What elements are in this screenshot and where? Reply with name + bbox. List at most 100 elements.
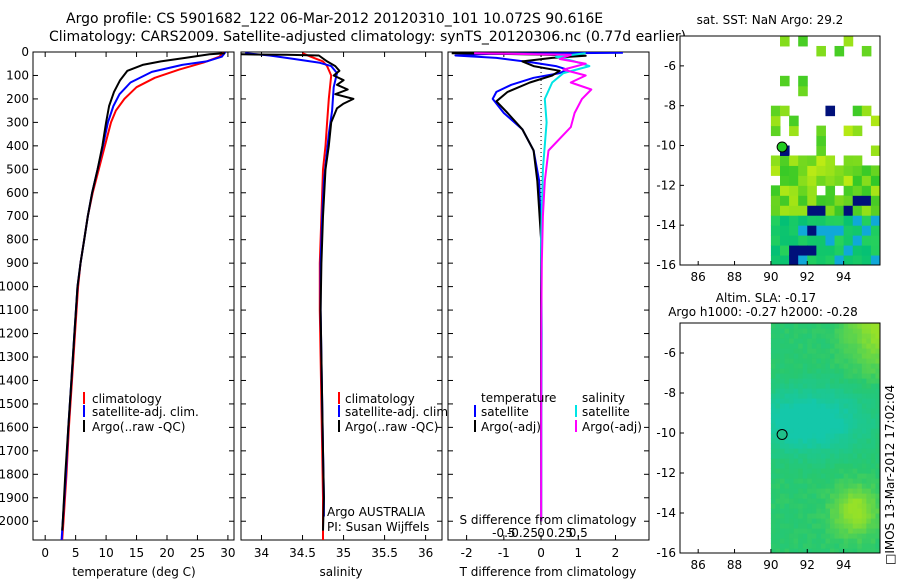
sla-cell [843, 363, 849, 369]
sla-cell [820, 373, 827, 379]
sla-cell [798, 428, 804, 434]
sla-cell [807, 363, 813, 369]
sla-cell [861, 523, 867, 529]
sla-cell [816, 433, 822, 439]
sla-cell [857, 503, 863, 509]
sla-cell [798, 463, 804, 469]
sla-cell [857, 508, 863, 514]
sla-cell [866, 393, 872, 399]
sla-cell [839, 383, 845, 389]
sst-cell [789, 175, 799, 186]
sla-cell [820, 348, 827, 354]
sla-cell [830, 383, 836, 389]
sla-cell [866, 388, 872, 394]
sla-cell [843, 438, 849, 444]
sla-cell [861, 363, 867, 369]
sla-cell [816, 363, 822, 369]
sla-cell [816, 343, 822, 349]
sst-cell [861, 225, 872, 236]
sla-cell [875, 468, 880, 474]
sla-cell [861, 408, 867, 414]
sla-cell [852, 493, 858, 499]
sla-cell [798, 368, 804, 374]
sla-cell [852, 413, 858, 419]
sst-cell [780, 245, 790, 256]
sla-cell [775, 373, 781, 379]
sla-cell [784, 328, 790, 334]
sla-cell [780, 343, 786, 349]
sla-cell [811, 398, 817, 404]
sla-cell [816, 428, 822, 434]
sla-cell [784, 403, 790, 409]
sla-cell [857, 478, 863, 484]
sla-cell [784, 363, 790, 369]
y-tick-label: 2000 [0, 514, 29, 528]
sla-cell [875, 523, 880, 529]
sla-cell [830, 333, 836, 339]
sla-cell [870, 348, 877, 354]
sla-cell [834, 413, 840, 419]
sla-cell [848, 493, 854, 499]
temperature-x-label: temperature (deg C) [72, 565, 195, 579]
sla-cell [848, 463, 854, 469]
map-y-tick-label: -10 [656, 139, 676, 153]
sla-cell [875, 478, 880, 484]
sla-cell [775, 423, 781, 429]
sla-cell [784, 358, 790, 364]
sla-cell [780, 498, 786, 504]
legend-label-satellite: satellite-adj. clim. [345, 405, 452, 419]
sla-cell [789, 453, 795, 459]
sst-cell [834, 245, 845, 256]
sla-cell [811, 343, 817, 349]
sla-cell [825, 453, 831, 459]
sla-cell [870, 413, 877, 419]
sla-cell [875, 338, 880, 344]
legend-label-satellite: satellite-adj. clim. [92, 405, 199, 419]
legend-label-sal-satellite: satellite [582, 405, 630, 419]
sla-cell [861, 533, 867, 539]
sst-cell [789, 185, 799, 196]
sla-cell [820, 448, 827, 454]
sla-cell [875, 473, 880, 479]
y-tick-label: 700 [6, 209, 29, 223]
sla-cell [875, 368, 880, 374]
sla-cell [789, 493, 795, 499]
sla-cell [839, 413, 845, 419]
sla-cell [789, 478, 795, 484]
sst-cell [843, 155, 854, 166]
sla-cell [825, 528, 831, 534]
sla-cell [843, 503, 849, 509]
sla-cell [793, 458, 799, 464]
map-y-tick-label: -6 [664, 346, 676, 360]
sst-cell [780, 215, 790, 226]
sla-cell [811, 478, 817, 484]
sst-cell [770, 195, 781, 206]
sst-cell [770, 165, 781, 176]
map-y-tick-label: -14 [656, 506, 676, 520]
sla-cell [870, 538, 877, 544]
sla-cell [775, 413, 781, 419]
sla-cell [866, 413, 872, 419]
sla-cell [798, 343, 804, 349]
sla-cell [830, 463, 836, 469]
sla-cell [807, 518, 813, 524]
sla-cell [816, 388, 822, 394]
sla-cell [861, 508, 867, 514]
sla-cell [834, 458, 840, 464]
sla-cell [825, 378, 831, 384]
sla-cell [857, 378, 863, 384]
legend-header-salinity: salinity [582, 391, 625, 405]
sla-cell [830, 533, 836, 539]
sla-cell [811, 388, 817, 394]
sla-cell [770, 393, 777, 399]
sla-cell [843, 468, 849, 474]
sst-cell [825, 105, 836, 117]
sla-cell [866, 493, 872, 499]
sla-cell [852, 428, 858, 434]
sla-cell [852, 443, 858, 449]
map-y-tick-label: -16 [656, 258, 676, 272]
sla-cell [789, 328, 795, 334]
sla-cell [843, 333, 849, 339]
sla-cell [843, 508, 849, 514]
sla-cell [834, 533, 840, 539]
